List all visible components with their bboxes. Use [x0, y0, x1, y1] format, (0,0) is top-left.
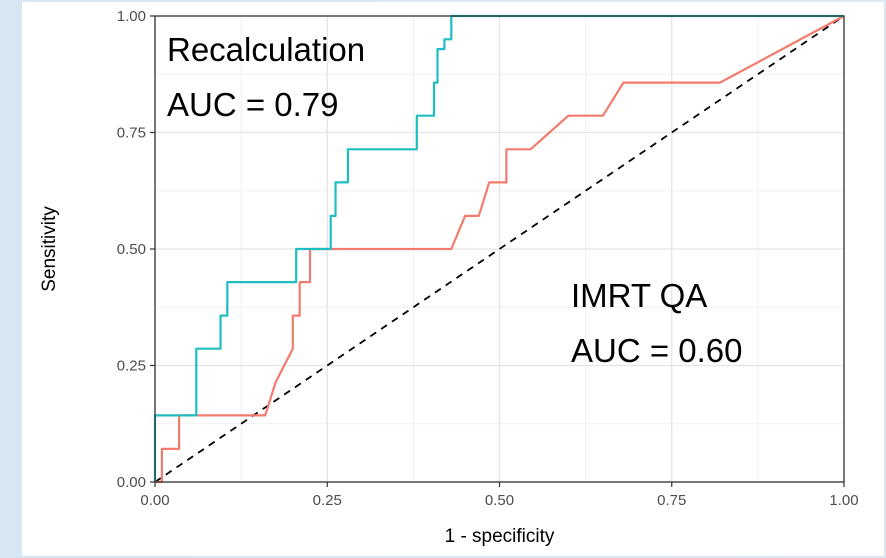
series-line-recalculation [153, 14, 844, 482]
x-tick-label: 0.00 [140, 492, 169, 509]
y-tick-label: 0.50 [117, 241, 146, 258]
x-tick-label: 0.75 [657, 492, 686, 509]
x-tick-label: 0.25 [313, 492, 342, 509]
series-layer [153, 14, 845, 484]
y-axis-title: Sensitivity [39, 206, 60, 292]
y-tick-label: 0.00 [117, 474, 146, 491]
y-tick-label: 0.75 [117, 125, 146, 142]
chart-frame: 0.00 0.25 0.50 0.75 1.00 0.00 0.25 0.50 0.75 1.00… [22, 2, 884, 556]
imrt-annotation: IMRT QA AUC = 0.60 [571, 277, 743, 369]
axes [150, 15, 845, 487]
recalculation-annotation-line2: AUC = 0.79 [167, 86, 339, 123]
roc-chart: 0.00 0.25 0.50 0.75 1.00 0.00 0.25 0.50 0.75 1.00… [39, 8, 859, 547]
recalculation-annotation-line1: Recalculation [167, 31, 365, 68]
x-axis-title: 1 - specificity [445, 526, 555, 547]
x-tick-label: 0.50 [485, 492, 514, 509]
imrt-annotation-line1: IMRT QA [571, 277, 707, 314]
tick-labels: 0.00 0.25 0.50 0.75 1.00 0.00 0.25 0.50 0.75 1.00 [117, 8, 859, 509]
x-tick-label: 1.00 [829, 492, 858, 509]
recalculation-annotation: Recalculation AUC = 0.79 [167, 31, 374, 123]
imrt-annotation-line2: AUC = 0.60 [571, 332, 743, 369]
y-tick-label: 1.00 [117, 8, 146, 25]
series-line-reference [154, 15, 845, 483]
y-tick-label: 0.25 [117, 358, 146, 375]
